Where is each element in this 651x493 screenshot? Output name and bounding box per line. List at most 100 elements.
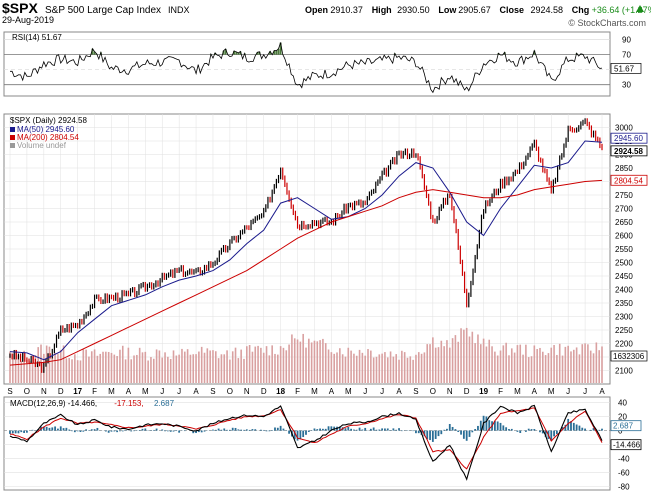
macd-histogram-bar — [271, 430, 274, 431]
macd-histogram-bar — [592, 428, 595, 431]
volume-bar — [446, 340, 448, 383]
macd-histogram-bar — [353, 429, 355, 431]
macd-histogram-bar — [316, 429, 319, 431]
macd-histogram-bar — [110, 430, 113, 432]
volume-bar — [592, 353, 595, 383]
macd-histogram-bar — [254, 429, 257, 431]
volume-bar — [544, 355, 547, 383]
macd-histogram-bar — [446, 428, 448, 431]
volume-bar — [40, 344, 42, 383]
volume-bar — [121, 345, 124, 383]
volume-bar — [386, 357, 389, 383]
macd-histogram-bar — [299, 430, 302, 440]
legend-label: MA(200) 2804.54 — [17, 133, 79, 142]
macd-histogram-bar — [417, 430, 420, 434]
macd-histogram-bar — [462, 430, 465, 439]
volume-bar — [76, 360, 79, 383]
volume-bar — [133, 355, 135, 383]
macd-histogram-bar — [121, 430, 124, 432]
macd-signal-line — [9, 407, 603, 470]
macd-histogram-bar — [279, 425, 282, 431]
macd-histogram-bar — [572, 422, 575, 431]
volume-bar — [539, 347, 541, 383]
volume-bar — [525, 344, 527, 383]
volume-bar — [291, 334, 293, 383]
volume-bar — [150, 357, 152, 383]
volume-bar — [68, 357, 70, 383]
volume-bar — [299, 341, 302, 383]
macd-histogram-bar — [426, 430, 429, 440]
macd-histogram-bar — [358, 427, 361, 431]
macd-histogram-bar — [116, 430, 119, 433]
macd-histogram-bar — [73, 430, 76, 433]
macd-histogram-bar — [443, 429, 446, 431]
volume-bar — [195, 354, 197, 383]
volume-bar — [302, 333, 304, 383]
volume-bar — [412, 359, 414, 383]
volume-bar — [54, 352, 56, 383]
volume-bar — [251, 351, 254, 383]
volume-bar — [587, 344, 589, 383]
macd-histogram-bar — [516, 430, 519, 432]
volume-bar — [372, 357, 375, 383]
volume-bar — [463, 329, 465, 383]
macd-histogram-bar — [302, 430, 305, 438]
volume-bar — [305, 347, 307, 383]
macd-tag-box — [610, 420, 642, 432]
macd-histogram-bar — [265, 430, 268, 432]
quote-value: +36.64 (+1.27%) — [592, 5, 651, 15]
volume-bar — [9, 351, 11, 383]
rsi-line — [10, 42, 603, 94]
price-tag-box — [610, 132, 648, 144]
index-name: S&P 500 Large Cap Index — [45, 5, 161, 16]
x-tick-label: J — [583, 387, 587, 396]
volume-bar — [324, 343, 327, 383]
volume-bar — [601, 346, 603, 383]
macd-histogram-bar — [324, 428, 327, 431]
volume-bar — [203, 352, 206, 383]
volume-bar — [23, 350, 25, 383]
rsi-title: RSI(14) 51.67 — [12, 33, 62, 42]
macd-line — [9, 404, 603, 481]
macd-histogram-bar — [434, 430, 437, 439]
volume-bar — [344, 356, 347, 383]
volume-bar — [409, 356, 412, 383]
macd-histogram-bar — [226, 429, 228, 431]
volume-bar — [527, 357, 530, 383]
volume-bar — [82, 349, 85, 383]
legend-label: Volume undef — [17, 141, 67, 150]
macd-histogram-bar — [245, 429, 248, 431]
volume-bar — [186, 349, 189, 383]
volume-bar — [474, 343, 476, 383]
macd-tick-label: -40 — [618, 455, 630, 464]
macd-histogram-bar — [96, 427, 99, 431]
volume-bar — [37, 347, 39, 383]
volume-bar — [223, 354, 226, 383]
x-tick-label: D — [58, 387, 64, 396]
macd-histogram-bar — [54, 426, 57, 431]
macd-histogram-bar — [553, 430, 555, 437]
volume-bar — [257, 345, 259, 383]
macd-histogram-bar — [544, 430, 547, 438]
volume-bar — [277, 354, 279, 383]
volume-bar — [361, 352, 364, 383]
macd-histogram-bar — [400, 430, 403, 432]
volume-bar — [169, 358, 172, 383]
macd-histogram-bar — [90, 429, 93, 431]
macd-histogram-bar — [93, 429, 96, 431]
volume-bar — [209, 350, 211, 383]
volume-bar — [417, 352, 420, 383]
volume-bar — [333, 353, 335, 383]
volume-bar — [254, 346, 257, 383]
macd-histogram-bar — [214, 429, 217, 431]
macd-histogram-bar — [248, 429, 251, 431]
x-tick-label: J — [380, 387, 384, 396]
price-tick-label: 2300 — [615, 313, 633, 322]
quote-value: 2924.58 — [531, 5, 564, 15]
macd-histogram-bar — [130, 430, 133, 432]
volume-bar — [152, 358, 155, 383]
volume-bar — [96, 355, 99, 383]
legend-label: MA(50) 2945.60 — [17, 125, 75, 134]
x-tick-label: M — [345, 387, 352, 396]
volume-bar — [65, 358, 68, 383]
